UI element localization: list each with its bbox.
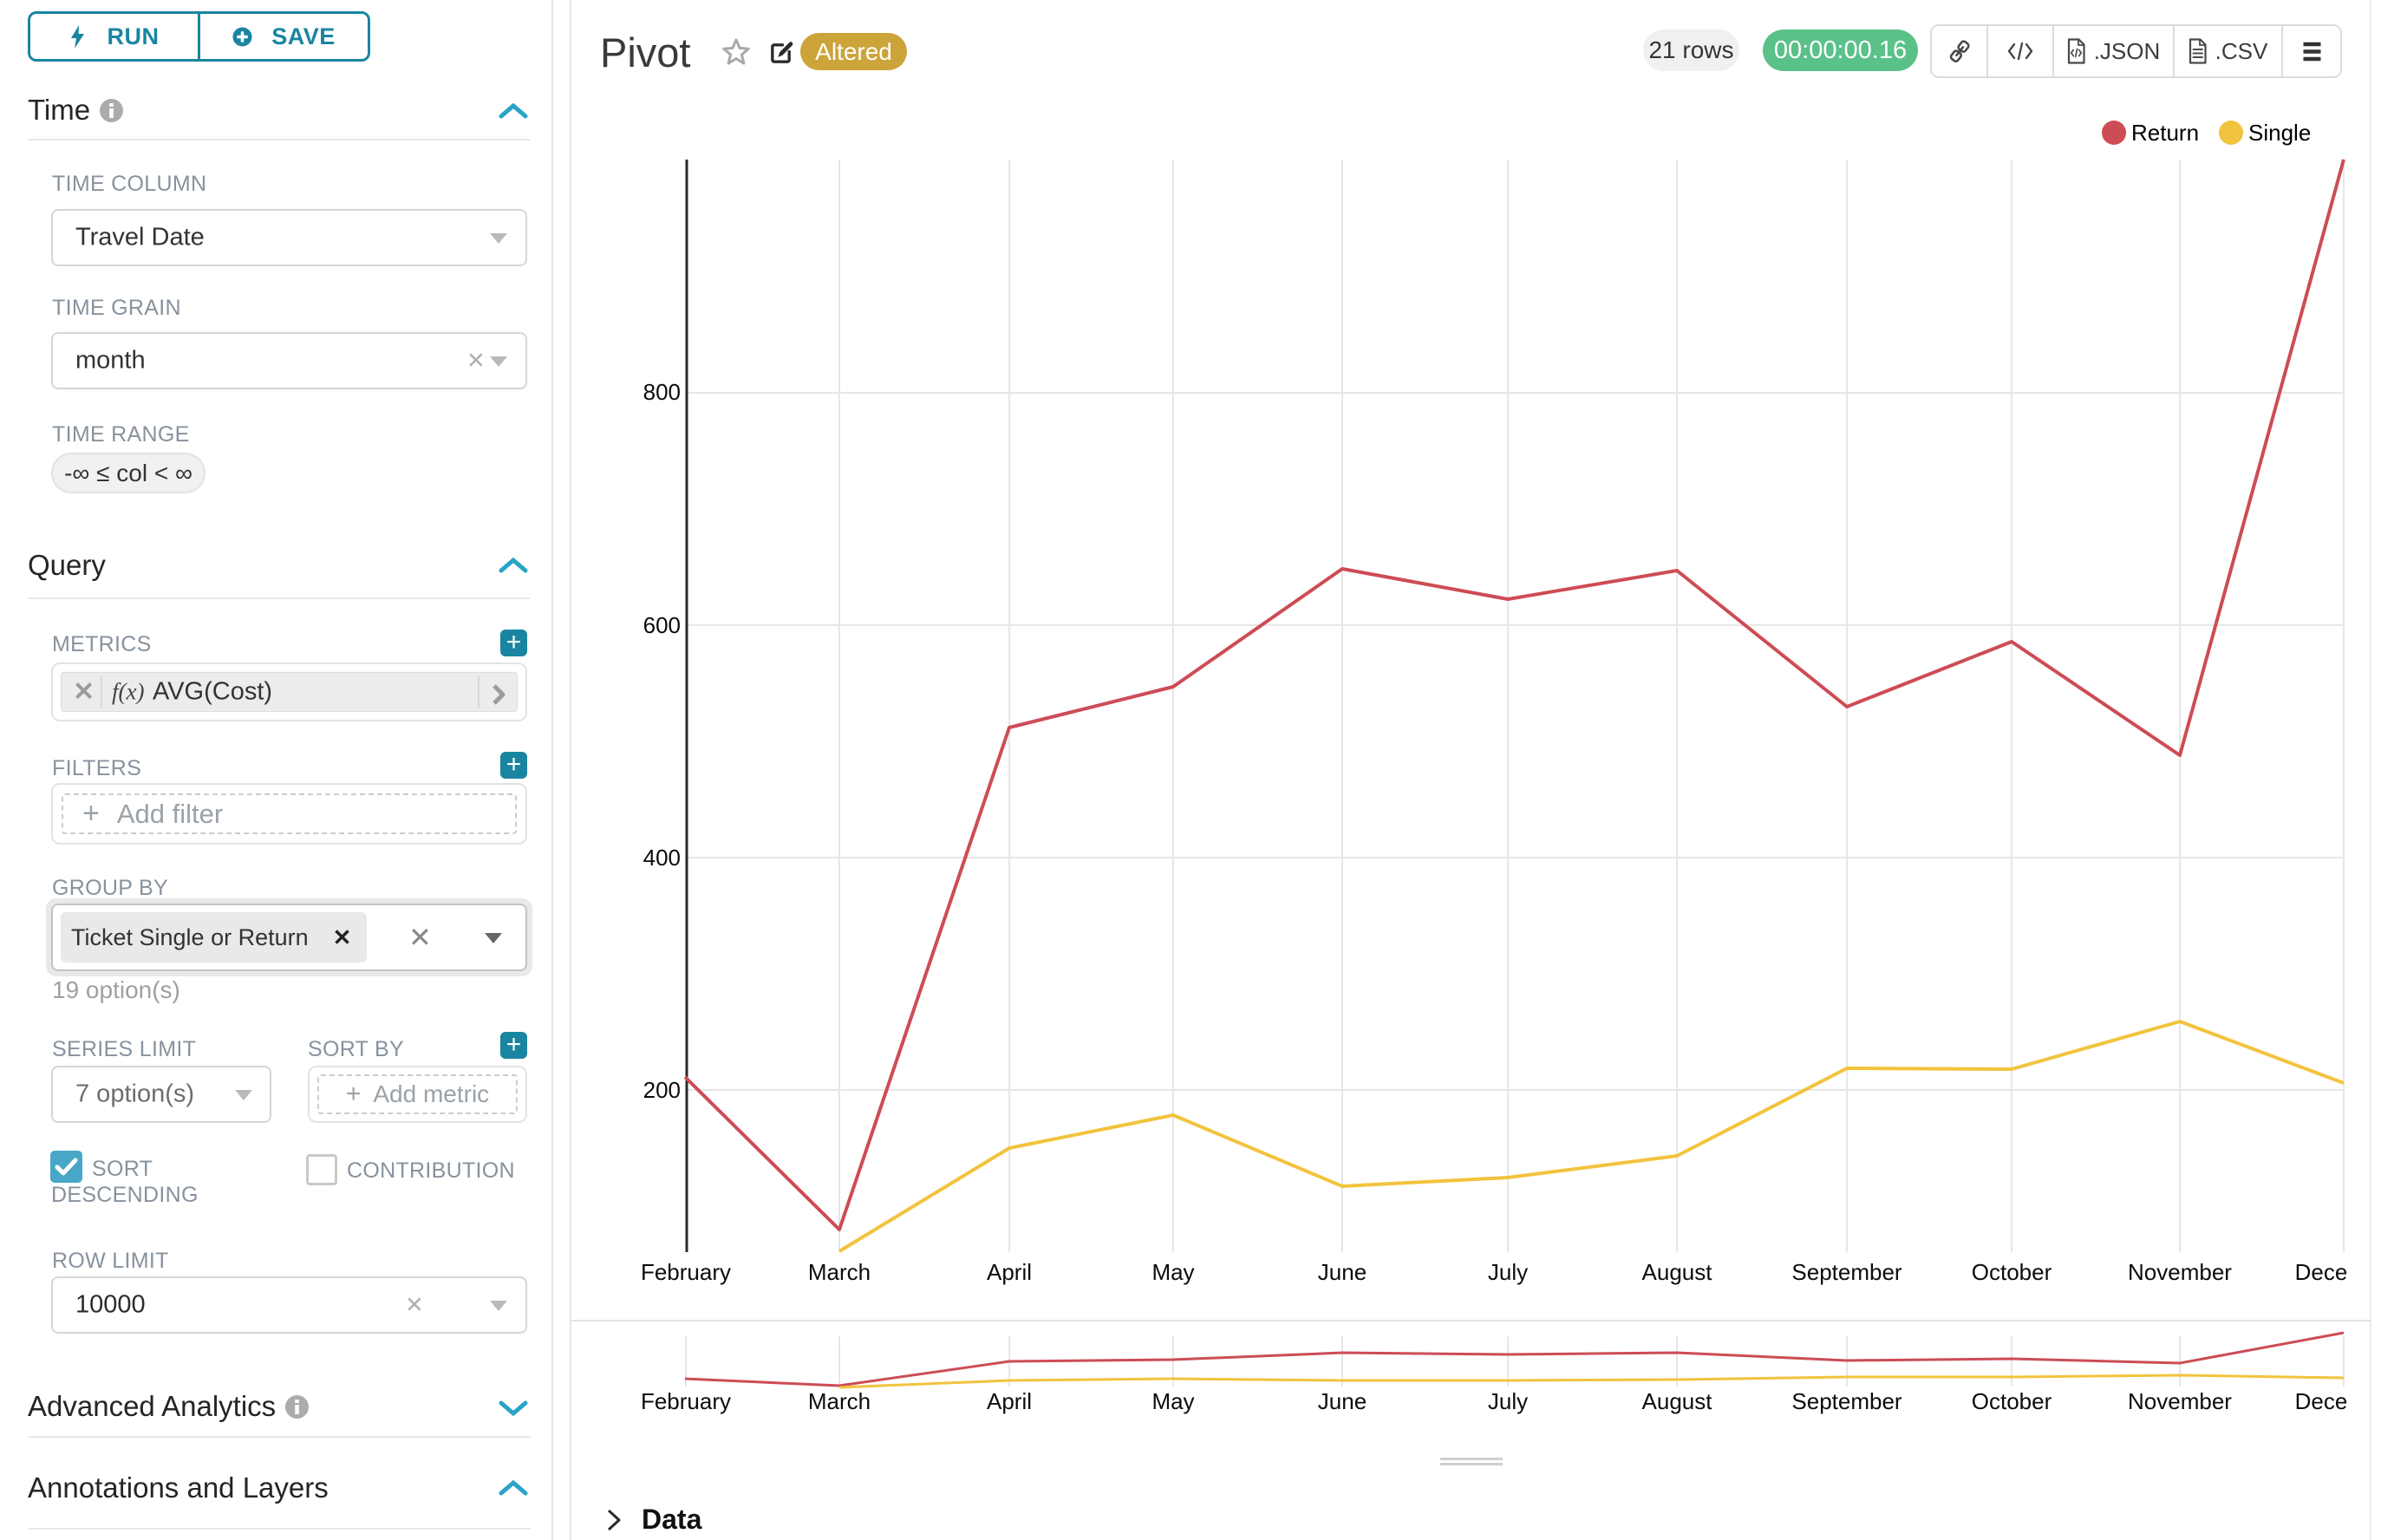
svg-text:March: March: [808, 1259, 871, 1285]
svg-text:April: April: [987, 1388, 1032, 1414]
svg-text:August: August: [1642, 1388, 1713, 1414]
svg-text:June: June: [1318, 1388, 1367, 1414]
svg-text:Return: Return: [2131, 120, 2199, 146]
svg-text:May: May: [1151, 1259, 1194, 1285]
svg-text:600: 600: [643, 612, 681, 638]
svg-text:October: October: [1972, 1259, 2052, 1285]
svg-text:February: February: [641, 1259, 731, 1285]
svg-text:September: September: [1791, 1388, 1902, 1414]
svg-text:Dece: Dece: [2295, 1259, 2348, 1285]
svg-text:800: 800: [643, 379, 681, 405]
svg-text:June: June: [1318, 1259, 1367, 1285]
svg-text:Single: Single: [2248, 120, 2311, 146]
svg-text:August: August: [1642, 1259, 1713, 1285]
svg-text:July: July: [1488, 1259, 1528, 1285]
svg-text:March: March: [808, 1388, 871, 1414]
svg-text:Dece: Dece: [2295, 1388, 2348, 1414]
svg-text:400: 400: [643, 845, 681, 871]
svg-text:July: July: [1488, 1388, 1528, 1414]
svg-text:November: November: [2128, 1388, 2232, 1414]
svg-text:May: May: [1151, 1388, 1194, 1414]
svg-text:February: February: [641, 1388, 731, 1414]
svg-text:November: November: [2128, 1259, 2232, 1285]
svg-text:April: April: [987, 1259, 1032, 1285]
svg-text:September: September: [1791, 1259, 1902, 1285]
svg-text:200: 200: [643, 1077, 681, 1103]
svg-text:October: October: [1972, 1388, 2052, 1414]
